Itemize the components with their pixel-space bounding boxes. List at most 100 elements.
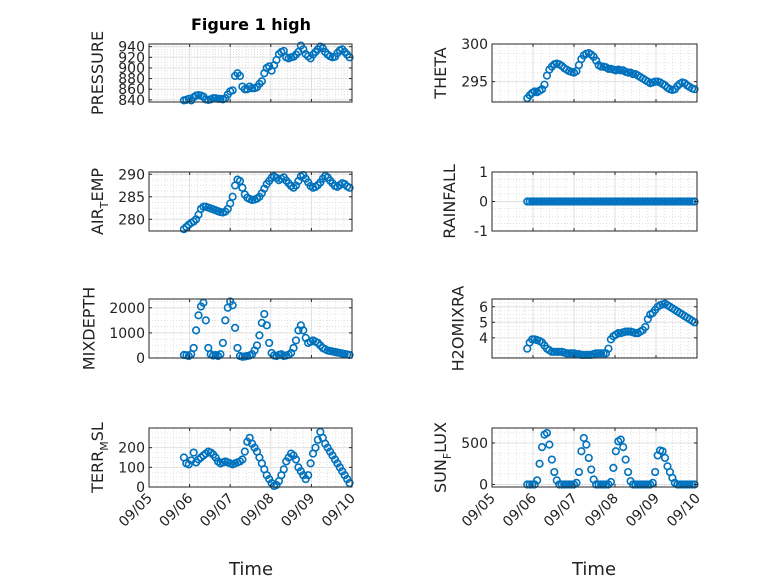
data-point <box>584 453 593 463</box>
data-point <box>550 467 559 477</box>
y-tick-label: 840 <box>118 93 145 109</box>
data-point <box>685 197 694 206</box>
y-tick-label: 300 <box>461 37 488 53</box>
data-point <box>537 443 547 452</box>
y-tick-label: 940 <box>118 40 145 56</box>
subplot-theta: 295 300 THETA <box>431 37 699 103</box>
data-point <box>228 192 237 201</box>
data-point <box>599 349 608 358</box>
data-point <box>587 465 596 474</box>
data-point <box>221 316 230 325</box>
y-tick-label: 0 <box>136 480 145 496</box>
axes-box <box>491 298 698 359</box>
data-point <box>685 480 694 489</box>
y-axis-label: H2OMIXRA <box>448 286 467 372</box>
y-tick-label: 900 <box>118 61 145 77</box>
plot-area <box>492 299 697 358</box>
y-tick-label: 4 <box>479 331 488 347</box>
axes-box <box>148 298 353 359</box>
data-point <box>265 338 274 348</box>
y-tick-label: 285 <box>118 190 145 206</box>
data-point <box>616 66 625 75</box>
data-point <box>690 480 699 489</box>
data-point <box>528 480 537 489</box>
axes-box <box>148 43 353 103</box>
data-point <box>606 477 616 487</box>
data-point <box>574 467 584 477</box>
data-point <box>240 447 249 456</box>
data-point <box>624 327 633 336</box>
y-tick-label: 500 <box>461 436 488 452</box>
subplot-rainfall: -1 0 1 RAINFALL <box>440 164 699 240</box>
x-axis-title-right: Time <box>571 559 616 580</box>
y-tick-label: 880 <box>118 72 145 88</box>
data-point <box>189 343 198 353</box>
data-point <box>564 349 574 358</box>
data-point <box>555 347 564 356</box>
data-point <box>604 64 613 73</box>
data-point <box>616 435 625 444</box>
data-point <box>604 344 613 353</box>
data-point <box>624 68 633 77</box>
y-tick-label: 5 <box>479 315 488 331</box>
data-point <box>577 447 586 456</box>
data-point <box>542 428 552 438</box>
data-point <box>631 329 640 338</box>
data-point <box>540 80 549 89</box>
data-point <box>599 480 608 489</box>
y-axis-label: PRESSURE <box>88 31 107 115</box>
data-point <box>230 323 240 332</box>
data-point <box>291 336 301 345</box>
figure-title: Figure 1 high <box>191 15 311 34</box>
data-point <box>567 480 576 489</box>
data-point <box>651 77 660 86</box>
data-point <box>235 71 245 81</box>
data-point <box>191 326 201 335</box>
data-point <box>690 318 699 327</box>
y-tick-label: 0 <box>479 195 488 211</box>
data-point <box>311 443 320 452</box>
data-point <box>614 329 623 338</box>
data-point <box>641 322 650 332</box>
data-point <box>545 440 554 449</box>
y-axis-label: AIRTEMP <box>88 168 111 235</box>
data-point <box>582 440 591 449</box>
y-axis-label: SUNFLUX <box>431 422 454 493</box>
data-point <box>187 456 196 465</box>
y-tick-label: 6 <box>479 300 488 316</box>
data-point <box>235 176 245 186</box>
y-tick-label: 2000 <box>109 301 145 317</box>
data-point <box>552 347 561 356</box>
axes-box <box>491 43 698 103</box>
data-point <box>238 455 247 464</box>
data-point <box>279 465 288 474</box>
data-point <box>194 311 203 320</box>
data-point <box>199 202 208 211</box>
y-tick-label: 295 <box>461 75 488 91</box>
data-point <box>643 480 652 489</box>
data-point <box>345 53 354 62</box>
data-point <box>248 84 257 93</box>
plot-area <box>492 428 697 487</box>
data-point <box>345 478 354 488</box>
data-point <box>648 478 657 487</box>
y-tick-label: 200 <box>118 441 145 457</box>
y-axis-label: MIXDEPTH <box>80 287 99 370</box>
data-point <box>690 197 699 206</box>
data-point <box>233 343 242 353</box>
y-tick-label: 1000 <box>109 326 145 342</box>
y-axis-label: RAINFALL <box>440 164 459 239</box>
y-tick-label: 0 <box>479 478 488 494</box>
data-point <box>619 443 628 452</box>
y-tick-label: 290 <box>118 167 145 183</box>
y-tick-label: 860 <box>118 82 145 98</box>
data-point <box>651 467 660 477</box>
y-axis-label: THETA <box>431 47 450 99</box>
axes-box <box>148 427 353 488</box>
data-point <box>621 327 630 336</box>
data-point <box>260 309 269 319</box>
data-point <box>621 455 630 464</box>
y-tick-label: 920 <box>118 50 145 66</box>
data-point <box>596 62 606 71</box>
data-point <box>535 459 544 468</box>
